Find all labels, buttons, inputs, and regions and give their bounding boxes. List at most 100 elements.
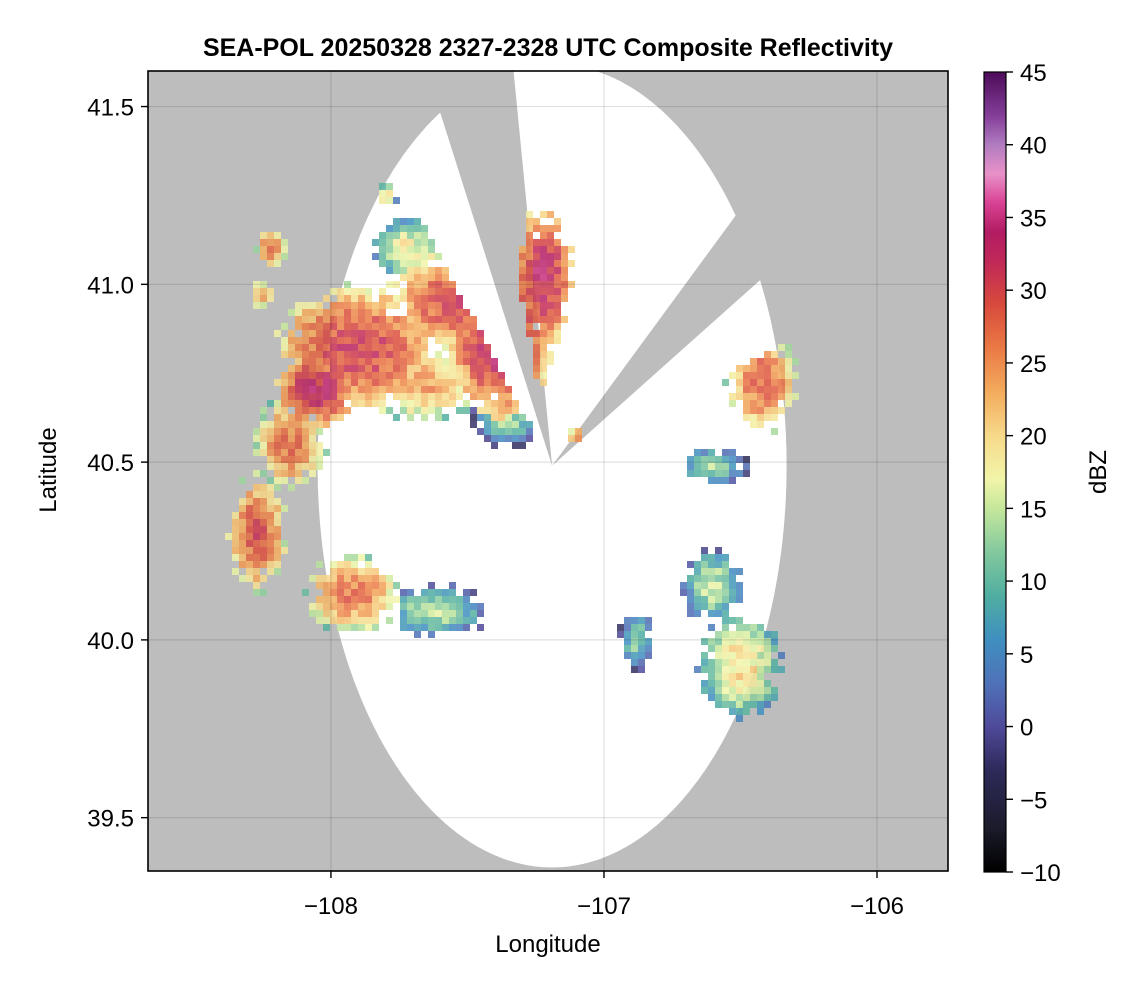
echo-pixel: [407, 302, 414, 309]
echo-pixel: [260, 547, 267, 554]
echo-pixel: [323, 386, 330, 393]
echo-pixel: [736, 680, 743, 687]
echo-pixel: [379, 190, 386, 197]
echo-pixel: [421, 358, 428, 365]
echo-pixel: [288, 344, 295, 351]
echo-pixel: [701, 582, 708, 589]
echo-pixel: [554, 218, 561, 225]
echo-pixel: [260, 421, 267, 428]
echo-pixel: [414, 330, 421, 337]
echo-pixel: [554, 281, 561, 288]
echo-pixel: [428, 631, 435, 638]
echo-pixel: [295, 428, 302, 435]
echo-pixel: [253, 526, 260, 533]
echo-pixel: [309, 463, 316, 470]
echo-pixel: [414, 603, 421, 610]
echo-pixel: [456, 295, 463, 302]
echo-pixel: [442, 596, 449, 603]
echo-pixel: [778, 379, 785, 386]
echo-pixel: [736, 379, 743, 386]
echo-pixel: [736, 666, 743, 673]
echo-pixel: [330, 407, 337, 414]
echo-pixel: [365, 617, 372, 624]
echo-pixel: [442, 400, 449, 407]
echo-pixel: [309, 323, 316, 330]
echo-pixel: [743, 701, 750, 708]
echo-pixel: [274, 498, 281, 505]
echo-pixel: [344, 302, 351, 309]
echo-pixel: [379, 302, 386, 309]
echo-pixel: [743, 666, 750, 673]
echo-pixel: [414, 253, 421, 260]
echo-pixel: [764, 687, 771, 694]
echo-pixel: [526, 211, 533, 218]
echo-pixel: [645, 624, 652, 631]
echo-pixel: [400, 253, 407, 260]
echo-pixel: [484, 365, 491, 372]
echo-pixel: [232, 533, 239, 540]
echo-pixel: [792, 358, 799, 365]
echo-pixel: [323, 351, 330, 358]
echo-pixel: [771, 372, 778, 379]
echo-pixel: [750, 379, 757, 386]
plot-area: [147, 70, 949, 872]
echo-pixel: [498, 428, 505, 435]
echo-pixel: [323, 449, 330, 456]
echo-pixel: [442, 379, 449, 386]
echo-pixel: [267, 232, 274, 239]
echo-pixel: [386, 302, 393, 309]
colorbar-tick-label: 0: [1020, 715, 1033, 742]
echo-pixel: [638, 659, 645, 666]
echo-pixel: [330, 561, 337, 568]
echo-pixel: [778, 365, 785, 372]
echo-pixel: [386, 190, 393, 197]
echo-pixel: [764, 645, 771, 652]
echo-pixel: [379, 323, 386, 330]
echo-pixel: [498, 393, 505, 400]
echo-pixel: [638, 624, 645, 631]
echo-pixel: [295, 344, 302, 351]
echo-pixel: [372, 624, 379, 631]
echo-pixel: [358, 386, 365, 393]
echo-pixel: [316, 323, 323, 330]
echo-pixel: [477, 358, 484, 365]
echo-pixel: [729, 680, 736, 687]
echo-pixel: [771, 351, 778, 358]
echo-pixel: [309, 351, 316, 358]
echo-pixel: [260, 232, 267, 239]
echo-pixel: [358, 400, 365, 407]
echo-pixel: [736, 589, 743, 596]
x-tick-label: −108: [304, 893, 358, 920]
echo-pixel: [414, 407, 421, 414]
echo-pixel: [757, 386, 764, 393]
echo-pixel: [372, 596, 379, 603]
echo-pixel: [722, 624, 729, 631]
echo-pixel: [246, 540, 253, 547]
echo-pixel: [232, 568, 239, 575]
echo-pixel: [442, 330, 449, 337]
echo-pixel: [729, 463, 736, 470]
echo-pixel: [456, 351, 463, 358]
echo-pixel: [295, 309, 302, 316]
echo-pixel: [519, 295, 526, 302]
echo-pixel: [407, 393, 414, 400]
echo-pixel: [778, 393, 785, 400]
echo-pixel: [274, 533, 281, 540]
echo-pixel: [722, 666, 729, 673]
echo-pixel: [414, 400, 421, 407]
echo-pixel: [351, 617, 358, 624]
echo-pixel: [309, 456, 316, 463]
echo-pixel: [386, 596, 393, 603]
echo-pixel: [337, 393, 344, 400]
echo-pixel: [568, 435, 575, 442]
echo-pixel: [351, 302, 358, 309]
echo-pixel: [477, 372, 484, 379]
echo-pixel: [379, 365, 386, 372]
echo-pixel: [407, 386, 414, 393]
echo-pixel: [295, 337, 302, 344]
echo-pixel: [638, 652, 645, 659]
echo-pixel: [253, 484, 260, 491]
echo-pixel: [316, 365, 323, 372]
echo-pixel: [491, 365, 498, 372]
echo-pixel: [323, 407, 330, 414]
